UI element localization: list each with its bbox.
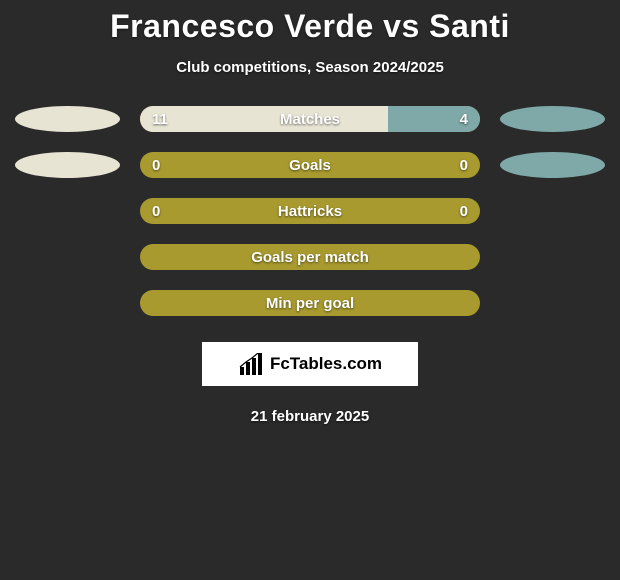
page-subtitle: Club competitions, Season 2024/2025	[176, 59, 444, 76]
stat-label: Goals	[140, 152, 480, 178]
stat-bar: Min per goal	[140, 290, 480, 316]
player2-marker	[500, 106, 605, 132]
player1-marker	[15, 152, 120, 178]
stat-rows: 114Matches 00Goals 00Hattricks Goals per ma…	[15, 106, 605, 336]
stat-row: 114Matches	[15, 106, 605, 132]
comparison-infographic: Francesco Verde vs Santi Club competitio…	[0, 0, 620, 425]
stat-bar: 00Goals	[140, 152, 480, 178]
brand-logo-box: FcTables.com	[202, 342, 418, 386]
stat-row: Goals per match	[15, 244, 605, 270]
page-title: Francesco Verde vs Santi	[110, 8, 510, 45]
stat-bar: 114Matches	[140, 106, 480, 132]
player1-marker	[15, 106, 120, 132]
player2-marker	[500, 152, 605, 178]
stat-label: Hattricks	[140, 198, 480, 224]
bar-chart-icon	[238, 353, 264, 375]
footer-date: 21 february 2025	[251, 408, 369, 425]
stat-bar: Goals per match	[140, 244, 480, 270]
stat-label: Goals per match	[140, 244, 480, 270]
stat-label: Matches	[140, 106, 480, 132]
stat-row: 00Goals	[15, 152, 605, 178]
stat-row: 00Hattricks	[15, 198, 605, 224]
brand-text: FcTables.com	[270, 354, 382, 374]
stat-label: Min per goal	[140, 290, 480, 316]
stat-row: Min per goal	[15, 290, 605, 316]
stat-bar: 00Hattricks	[140, 198, 480, 224]
